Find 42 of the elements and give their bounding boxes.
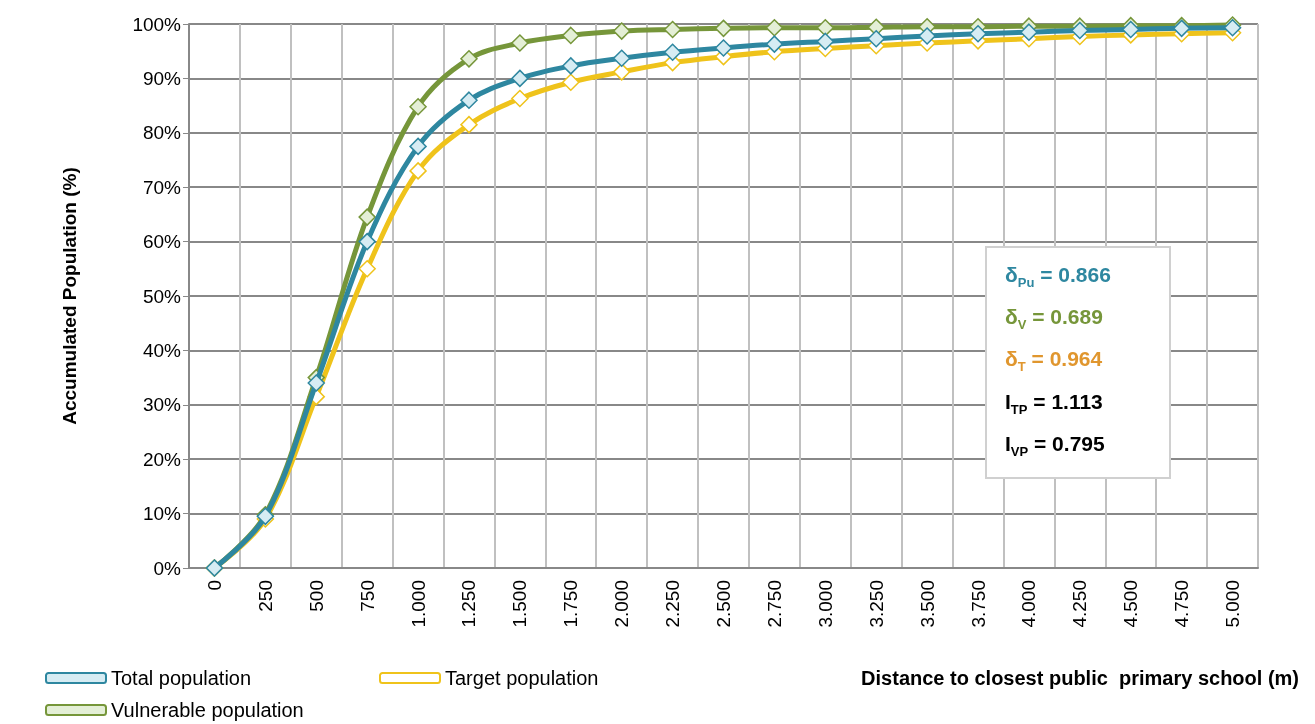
- x-tick-label: 0: [203, 580, 225, 591]
- annotation: δ$_{Pu}$ = 0.866: [1005, 262, 1112, 293]
- annotation: δ$_{T}$ = 0.964: [1005, 346, 1104, 377]
- x-tick-label: 750: [356, 580, 378, 612]
- x-tick-label: 4.000: [1018, 580, 1040, 628]
- x-tick-label: 250: [254, 580, 276, 612]
- x-tick-label: 2.000: [611, 580, 633, 628]
- legend-label: Total population: [111, 667, 252, 689]
- x-tick-label: 3.250: [865, 580, 887, 628]
- x-tick-label: 4.750: [1171, 580, 1193, 628]
- x-tick-label: 1.000: [407, 580, 429, 628]
- y-tick-label: 50%: [142, 285, 182, 307]
- y-tick-label: 80%: [142, 122, 182, 144]
- x-tick-label: 2.500: [713, 580, 734, 628]
- y-tick-label: 20%: [142, 448, 182, 470]
- annotation: I$_{VP}$ = 0.795: [1005, 430, 1106, 461]
- y-tick-label: 70%: [142, 176, 182, 198]
- x-tick-label: 1.250: [458, 580, 480, 628]
- annotation: I$_{TP}$ = 1.113: [1005, 388, 1104, 419]
- x-tick-label: 2.750: [763, 580, 785, 628]
- annotation: δ$_{V}$ = 0.689: [1005, 304, 1104, 335]
- x-tick-label: 3.000: [814, 580, 836, 628]
- y-tick-label: 100%: [132, 13, 182, 35]
- legend-label: Vulnerable population: [111, 699, 304, 721]
- x-tick-label: 4.250: [1069, 580, 1091, 628]
- legend-label: Target population: [445, 667, 599, 689]
- y-axis-title: Accumulated Population (%): [59, 167, 80, 425]
- y-tick-label: 90%: [142, 67, 182, 89]
- x-tick-label: 3.750: [967, 580, 989, 628]
- x-tick-label: 2.250: [662, 580, 684, 628]
- x-tick-label: 500: [305, 580, 327, 612]
- x-axis-title: Distance to closest public primary school (m): [861, 667, 1300, 689]
- y-tick-label: 60%: [142, 231, 182, 253]
- x-tick-label: 1.500: [509, 580, 531, 628]
- y-tick-label: 30%: [142, 394, 182, 416]
- x-tick-label: 5.000: [1222, 580, 1244, 628]
- x-tick-label: 3.500: [916, 580, 938, 628]
- y-tick-label: 40%: [142, 339, 182, 361]
- x-tick-label: 4.500: [1120, 580, 1142, 628]
- y-tick-label: 0%: [153, 557, 182, 579]
- x-tick-label: 1.750: [560, 580, 582, 628]
- y-tick-label: 10%: [142, 503, 182, 525]
